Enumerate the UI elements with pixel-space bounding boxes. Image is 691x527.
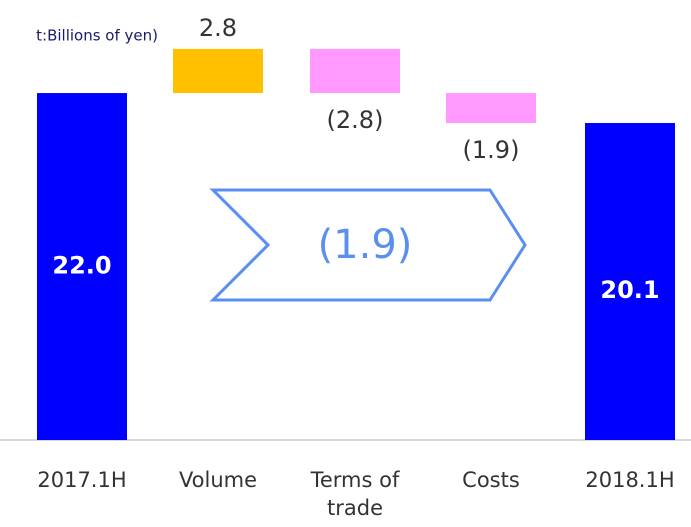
bar [446,93,536,124]
x-tick-label: Terms of trade [310,468,400,520]
unit-label: t:Billions of yen) [36,27,158,45]
x-tick-label: 2017.1H [37,468,127,492]
data-label: 22.0 [52,252,111,280]
x-tick-label: Costs [462,468,520,492]
data-label: (2.8) [327,106,384,134]
x-tick-label: Volume [178,468,258,492]
data-label: 2.8 [199,14,237,42]
bar [37,93,127,440]
data-label: (1.9) [463,136,520,164]
bar [585,123,675,441]
bar [173,48,263,94]
summary-arrow [209,188,527,302]
data-label: 20.1 [600,276,659,304]
x-tick-label: 2018.1H [585,468,675,492]
bar [310,48,400,94]
annotation: (1.9) [318,222,413,268]
